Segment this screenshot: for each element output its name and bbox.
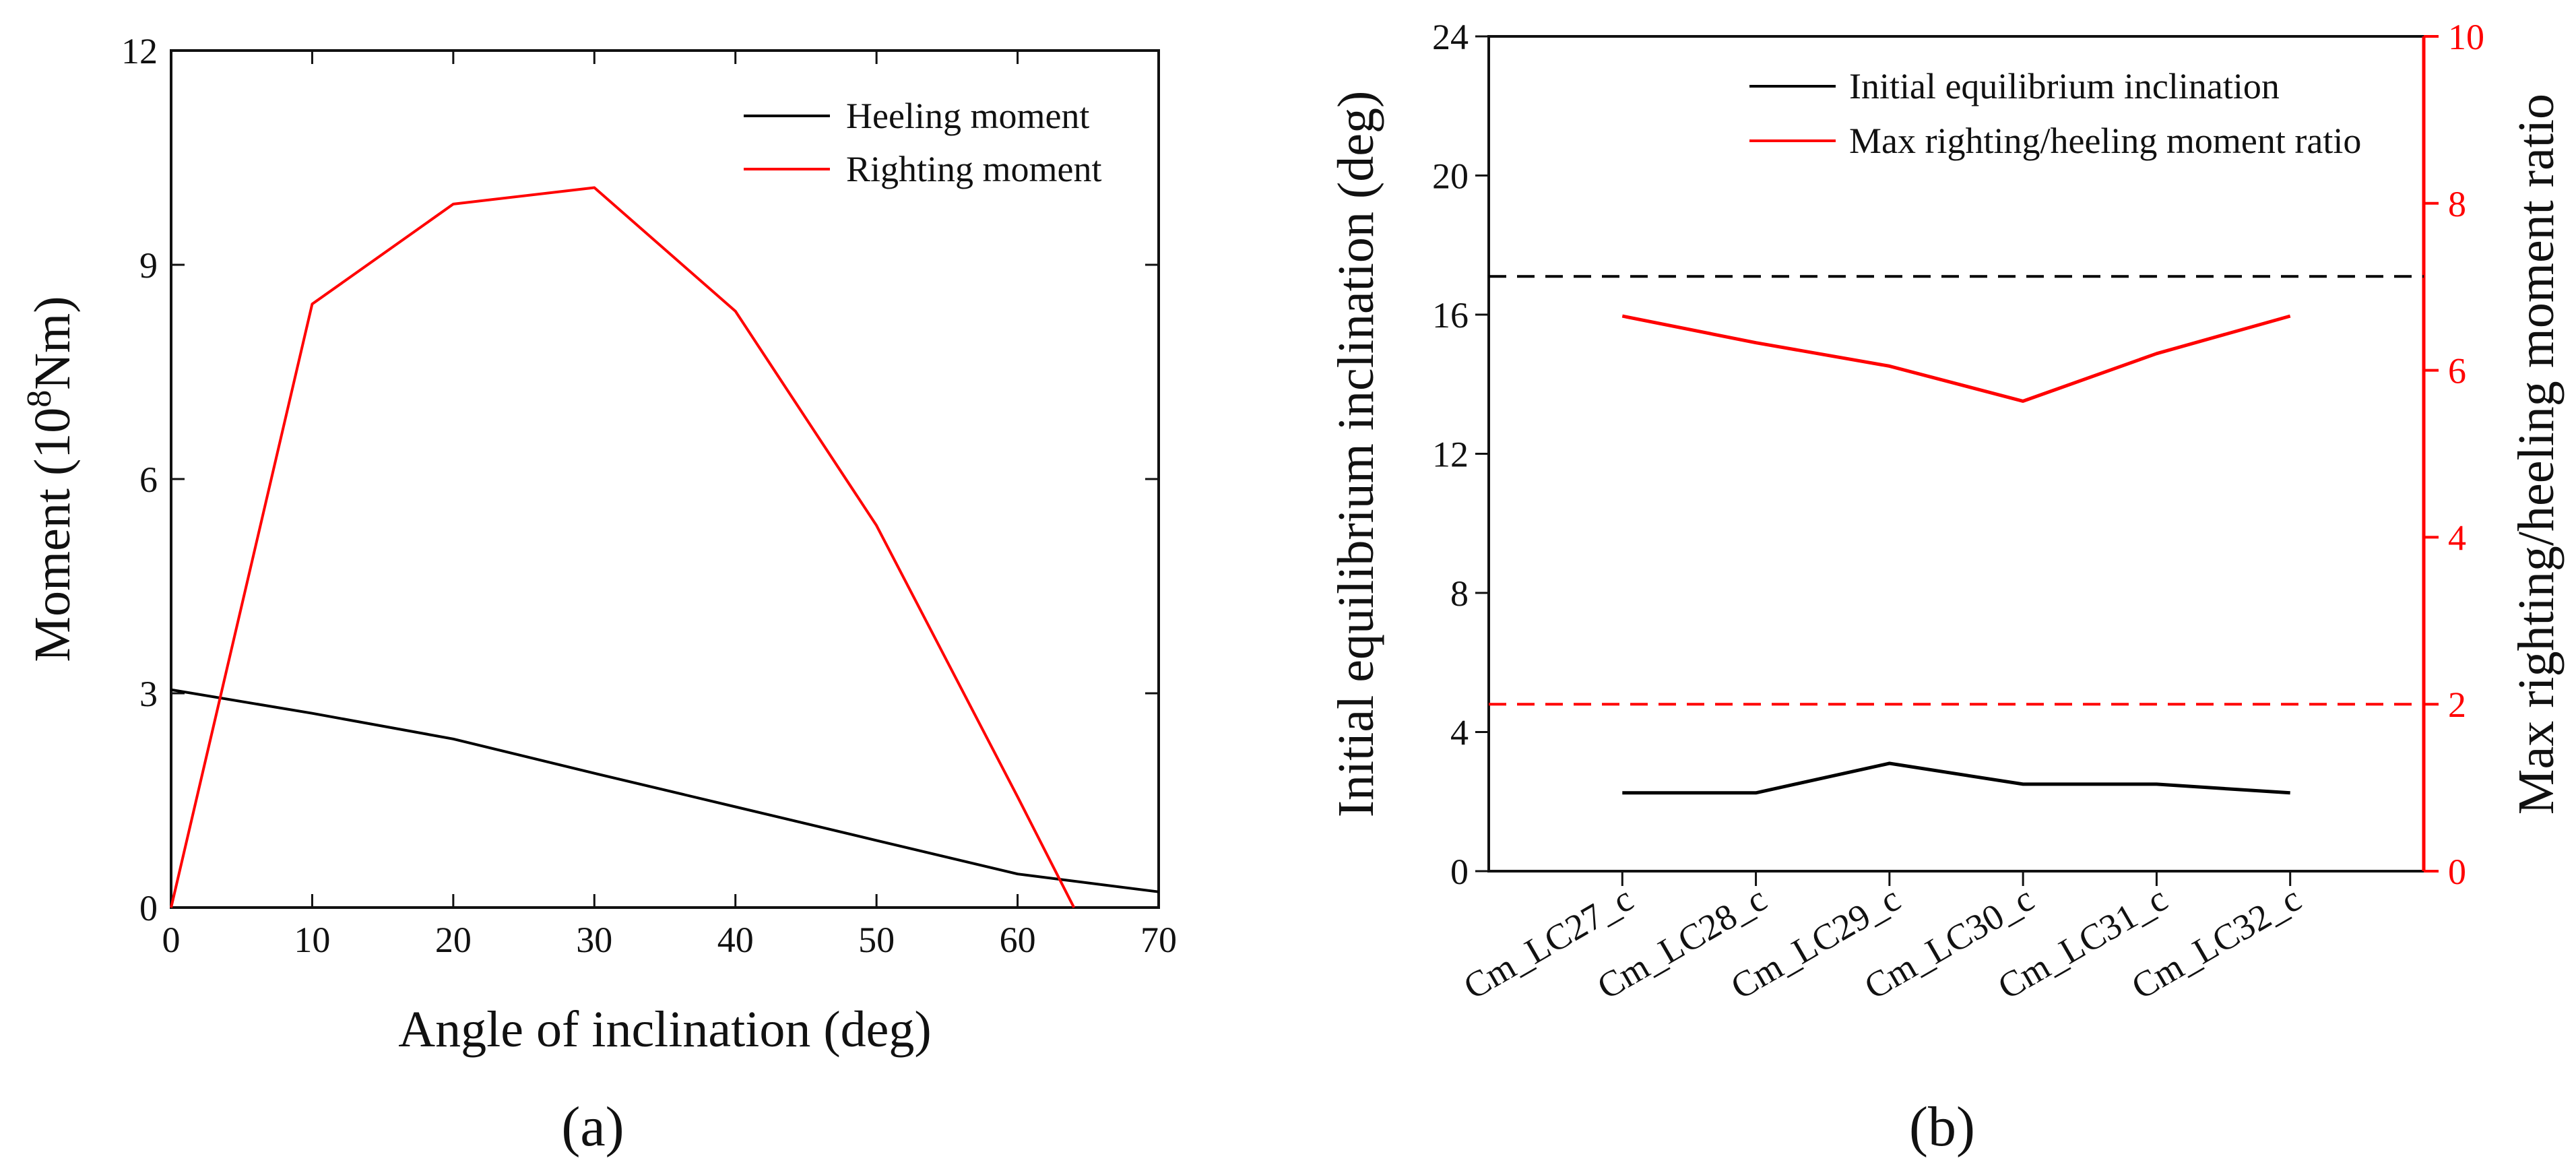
left-tick-label: 16 [1432, 295, 1469, 336]
left-tick-label: 20 [1432, 156, 1469, 197]
plot-a-y-tick-labels: 0 3 6 9 12 [121, 31, 158, 928]
plot-b-right-tick-labels: 0 2 4 6 8 10 [2448, 17, 2484, 892]
plot-b-ticks [1475, 35, 2439, 886]
plot-a-x-axis-title: Angle of inclination (deg) [398, 1001, 931, 1058]
plot-b-left-axis-title: Initial equilibrium inclination (deg) [1328, 91, 1384, 818]
left-tick-label: 4 [1450, 713, 1469, 753]
plot-a-x-tick-labels: 0 10 20 30 40 50 60 70 [162, 920, 1178, 960]
right-tick-label: 10 [2448, 17, 2484, 57]
plot-b-reference-lines [1489, 275, 2424, 706]
y-tick-label: 9 [139, 245, 158, 286]
y-tick-label: 12 [121, 31, 158, 71]
plot-b-legend: Initial equilibrium inclination Max righ… [1749, 66, 2361, 161]
panel-b-chart: Cm_LC27_cCm_LC28_cCm_LC29_cCm_LC30_cCm_L… [1328, 17, 2565, 1158]
left-tick-label: 0 [1450, 852, 1469, 892]
right-tick-label: 4 [2448, 517, 2466, 558]
x-tick-label: 70 [1140, 920, 1177, 960]
x-tick-label: 30 [576, 920, 612, 960]
plot-a-series [170, 186, 1159, 908]
heeling-moment-line [170, 688, 1159, 893]
plot-a-ticks [170, 49, 1160, 909]
legend-label-ratio: Max righting/heeling moment ratio [1849, 121, 2361, 161]
plot-a-y-axis-title: Moment (108Nm) [20, 296, 81, 662]
x-tick-label: 60 [1000, 920, 1036, 960]
left-tick-label: 24 [1432, 17, 1469, 57]
x-tick-label: 0 [162, 920, 181, 960]
plot-b-left-tick-labels: 0 4 8 12 16 20 24 [1432, 17, 1469, 892]
legend-label-righting: Righting moment [846, 149, 1102, 189]
y-tick-label: 3 [139, 674, 158, 714]
panel-a-label: (a) [561, 1096, 624, 1158]
panel-b-label: (b) [1909, 1096, 1975, 1158]
right-tick-label: 6 [2448, 351, 2466, 391]
inclination-line [1622, 761, 2290, 795]
righting-moment-line [170, 186, 1076, 908]
plot-a-legend: Heeling moment Righting moment [744, 96, 1102, 189]
x-tick-label: 50 [858, 920, 895, 960]
right-tick-label: 8 [2448, 184, 2466, 224]
plot-b-category-labels: Cm_LC27_cCm_LC28_cCm_LC29_cCm_LC30_cCm_L… [1457, 878, 2308, 1007]
plot-b-series [1621, 314, 2291, 795]
y-tick-label: 6 [139, 459, 158, 500]
plot-b-frame [1487, 35, 2425, 873]
right-tick-label: 2 [2448, 685, 2466, 725]
left-tick-label: 12 [1432, 435, 1469, 475]
legend-label-heeling: Heeling moment [846, 96, 1089, 136]
moment-ratio-line [1621, 314, 2291, 403]
y-tick-label: 0 [139, 888, 158, 928]
legend-label-inclination: Initial equilibrium inclination [1849, 66, 2280, 106]
x-tick-label: 40 [717, 920, 754, 960]
panel-a-chart: 0 10 20 30 40 50 60 70 0 3 6 9 12 Heeling moment Ri… [20, 31, 1177, 1158]
plot-b-right-axis-title: Max righting/heeling moment ratio [2508, 94, 2565, 815]
left-tick-label: 8 [1450, 573, 1469, 614]
x-tick-label: 20 [435, 920, 472, 960]
right-tick-label: 0 [2448, 852, 2466, 892]
x-tick-label: 10 [294, 920, 330, 960]
